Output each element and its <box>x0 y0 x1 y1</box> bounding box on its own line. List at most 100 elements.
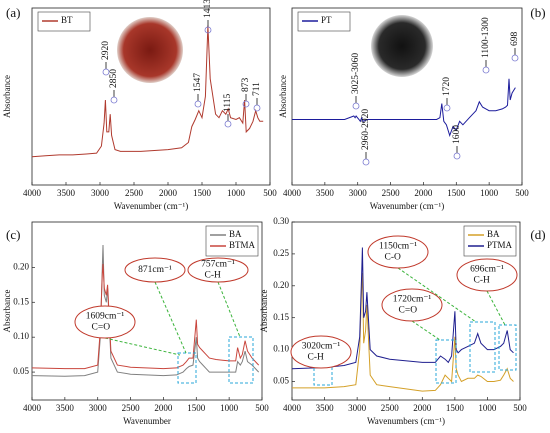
x-tick-label: 2500 <box>125 188 144 198</box>
x-tick-label: 3500 <box>56 403 75 413</box>
x-tick-label: 4000 <box>23 188 42 198</box>
peak-marker <box>443 104 451 112</box>
annotation-text: 1609cm⁻¹ <box>86 312 125 322</box>
x-tick-label: 2000 <box>154 403 173 413</box>
peak-label: 1413 <box>203 0 213 18</box>
panel-label: (b) <box>530 5 545 20</box>
x-tick-label: 3500 <box>316 188 335 198</box>
legend-label: BA <box>487 229 500 239</box>
spectrum-line <box>291 247 514 370</box>
peak-label: 2850 <box>109 69 119 88</box>
annotation-text: 871cm⁻¹ <box>138 265 172 275</box>
peak-marker <box>204 26 212 34</box>
x-tick-label: 1500 <box>193 188 212 198</box>
annotation-arrow <box>217 281 241 338</box>
spectrum-line <box>31 244 260 377</box>
y-tick-label: 0.10 <box>273 344 289 354</box>
spectrum-line <box>292 78 516 137</box>
annotation-text: C=O <box>92 323 111 333</box>
peak-label: 1100-1300 <box>481 17 491 58</box>
peak-marker <box>253 104 261 112</box>
x-axis-label: Wavenumber <box>123 416 171 426</box>
peak-label: 1720 <box>442 77 452 96</box>
y-tick-label: 0.20 <box>13 261 29 271</box>
peak-marker <box>224 120 232 128</box>
x-tick-label: 3500 <box>316 403 335 413</box>
annotation-arrow <box>397 267 477 323</box>
peak-marker <box>511 54 519 62</box>
spectrum-line <box>31 263 260 370</box>
y-tick-label: 0.20 <box>273 280 289 290</box>
annotation-arrow <box>486 290 506 326</box>
annotation-ellipse <box>290 335 352 369</box>
spectrum-line <box>292 272 514 392</box>
x-axis-label: Wavenumber (cm⁻¹) <box>370 201 444 211</box>
annotation-text: 1720cm⁻¹ <box>393 295 432 305</box>
legend-label: PT <box>321 15 332 25</box>
annotation-text: 1150cm⁻¹ <box>379 242 417 252</box>
x-tick-label: 2500 <box>382 188 401 198</box>
peak-label: 2920 <box>101 41 111 60</box>
x-tick-label: 2000 <box>414 188 433 198</box>
peak-label: 1600 <box>452 125 462 144</box>
annotation-text: 696cm⁻¹ <box>470 265 504 275</box>
x-tick-label: 500 <box>255 403 269 413</box>
peak-marker <box>110 96 118 104</box>
x-tick-label: 1000 <box>478 403 497 413</box>
annotation-text: C-H <box>308 353 325 363</box>
y-tick-label: 0.25 <box>273 248 289 258</box>
legend-label: PTMA <box>487 240 513 250</box>
x-axis-label: Wavenumber (cm⁻¹) <box>114 201 188 211</box>
x-tick-label: 2000 <box>159 188 178 198</box>
x-tick-label: 2500 <box>381 403 400 413</box>
x-tick-label: 3500 <box>57 188 76 198</box>
annotation-arrow <box>104 337 181 356</box>
annotation-ellipse <box>124 257 186 283</box>
panel-label: (d) <box>530 227 545 242</box>
sample-photo <box>371 15 433 77</box>
peak-label: 1115 <box>223 93 233 112</box>
annotation-ellipse <box>456 258 518 292</box>
x-tick-label: 3000 <box>348 403 367 413</box>
annotation-arrow <box>411 320 441 341</box>
annotation-arrow <box>154 281 187 354</box>
spectrum-line <box>31 25 264 158</box>
x-tick-label: 3000 <box>89 403 108 413</box>
plot-frame <box>291 7 523 186</box>
x-tick-label: 4000 <box>283 403 302 413</box>
peak-marker <box>482 66 490 74</box>
x-tick-label: 3000 <box>349 188 368 198</box>
x-tick-label: 1500 <box>446 403 465 413</box>
peak-marker <box>362 158 370 166</box>
x-tick-label: 500 <box>515 188 529 198</box>
x-tick-label: 4000 <box>23 403 42 413</box>
legend-label: BTMA <box>229 240 256 250</box>
annotation-ellipse <box>367 235 429 269</box>
peak-label: 1547 <box>193 73 203 92</box>
highlight-box <box>177 352 197 384</box>
x-tick-label: 1000 <box>227 188 246 198</box>
legend-box <box>205 225 259 257</box>
x-tick-label: 2500 <box>122 403 141 413</box>
annotation-text: C-H <box>474 276 491 286</box>
y-tick-label: 0.15 <box>13 296 29 306</box>
x-tick-label: 1000 <box>480 188 499 198</box>
panel-label: (c) <box>6 227 20 242</box>
x-tick-label: 1500 <box>187 403 206 413</box>
peak-marker <box>242 100 250 108</box>
plot-frame <box>291 221 521 401</box>
y-axis-label: Absorbance <box>2 75 12 118</box>
annotation-ellipse <box>74 305 136 339</box>
legend-label: BA <box>229 229 242 239</box>
annotation-text: 3020cm⁻¹ <box>302 342 341 352</box>
y-axis-label: Absorbance <box>259 290 269 333</box>
peak-marker <box>352 102 360 110</box>
legend-box <box>37 11 91 32</box>
x-tick-label: 1500 <box>447 188 466 198</box>
highlight-box <box>228 336 254 384</box>
x-tick-label: 3000 <box>91 188 110 198</box>
highlight-box <box>469 321 496 373</box>
y-tick-label: 0.30 <box>273 216 289 226</box>
x-axis-label: Wavenumbers (cm⁻¹) <box>367 416 445 426</box>
